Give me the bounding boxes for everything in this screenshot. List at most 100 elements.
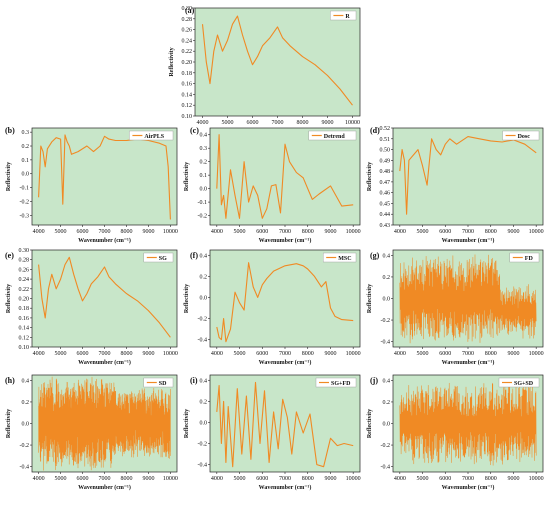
y-tick-label: -0.2 bbox=[20, 199, 30, 205]
x-tick-label: 10000 bbox=[163, 351, 178, 357]
y-tick-label: 0.28 bbox=[182, 17, 193, 23]
x-tick-label: 8000 bbox=[120, 476, 132, 482]
x-tick-label: 4000 bbox=[211, 351, 223, 357]
y-axis-title: Reflectivity bbox=[367, 162, 373, 191]
y-tick-label: -0.4 bbox=[20, 465, 30, 471]
x-tick-label: 4000 bbox=[394, 229, 406, 235]
x-tick-label: 8000 bbox=[302, 476, 314, 482]
x-tick-label: 10000 bbox=[346, 229, 361, 235]
legend-label: SG+FD bbox=[331, 381, 351, 387]
x-axis-title: Wavenumber (cm⁻¹) bbox=[442, 484, 495, 491]
y-tick-label: 0.2 bbox=[383, 275, 391, 281]
panel-label: (f) bbox=[190, 251, 198, 260]
y-tick-label: 0.49 bbox=[380, 158, 391, 164]
plot-frame bbox=[209, 374, 361, 473]
x-tick-label: 9000 bbox=[142, 229, 154, 235]
legend-box bbox=[315, 377, 357, 388]
y-tick-label: 0.47 bbox=[380, 180, 391, 186]
y-tick-label: 0.16 bbox=[19, 316, 30, 322]
legend-box bbox=[308, 130, 357, 141]
series-line bbox=[216, 381, 354, 468]
y-tick-label: 0.50 bbox=[380, 148, 391, 154]
panel-label: (i) bbox=[190, 376, 198, 385]
y-tick-label: 0.18 bbox=[19, 306, 30, 312]
x-tick-label: 9000 bbox=[507, 229, 519, 235]
y-tick-label: 0.4 bbox=[200, 133, 208, 139]
x-tick-label: 7000 bbox=[462, 476, 474, 482]
y-tick-label: -0.4 bbox=[381, 340, 391, 346]
plot-frame bbox=[392, 127, 544, 226]
legend-box bbox=[323, 252, 357, 263]
y-axis-title: Reflectivity bbox=[367, 409, 373, 438]
x-tick-label: 7000 bbox=[462, 229, 474, 235]
x-tick-label: 7000 bbox=[279, 476, 291, 482]
x-tick-label: 8000 bbox=[302, 351, 314, 357]
x-tick-label: 10000 bbox=[346, 476, 361, 482]
x-tick-label: 10000 bbox=[163, 476, 178, 482]
x-tick-label: 7000 bbox=[99, 476, 111, 482]
y-axis-title: Reflectivity bbox=[6, 162, 12, 191]
series-line bbox=[399, 254, 537, 344]
y-tick-label: -0.4 bbox=[198, 338, 208, 344]
chart-panel-d: (d) 4000 5000 6000 7000 8000 9000 10000 0.43 0.44… bbox=[367, 126, 544, 244]
plot-area bbox=[195, 8, 360, 116]
y-tick-label: 0.22 bbox=[19, 287, 30, 293]
y-tick-label: 0.2 bbox=[200, 160, 208, 166]
y-tick-label: 0.28 bbox=[19, 258, 30, 264]
y-tick-label: 0.22 bbox=[182, 49, 193, 55]
y-tick-label: 0.4 bbox=[22, 378, 30, 384]
y-tick-label: 0.2 bbox=[22, 400, 30, 406]
x-tick-label: 5000 bbox=[234, 229, 246, 235]
x-tick-label: 4000 bbox=[211, 229, 223, 235]
panel-label: (d) bbox=[370, 126, 380, 135]
legend-label: SG bbox=[159, 256, 167, 262]
x-tick-label: 5000 bbox=[55, 229, 67, 235]
y-tick-label: 0.12 bbox=[182, 103, 193, 109]
x-tick-label: 6000 bbox=[256, 351, 268, 357]
legend-box bbox=[129, 130, 174, 141]
chart-panel-e: (e) 4000 5000 6000 7000 8000 9000 10000 0.10 0.12… bbox=[5, 248, 178, 366]
y-tick-label: 0.10 bbox=[182, 114, 193, 120]
x-tick-label: 6000 bbox=[256, 476, 268, 482]
plot-frame bbox=[392, 249, 544, 348]
x-tick-label: 9000 bbox=[324, 351, 336, 357]
x-axis-title: Wavenumber (cm⁻¹) bbox=[78, 484, 131, 491]
x-tick-label: 7000 bbox=[279, 351, 291, 357]
chart-panel-f: (f) 4000 5000 6000 7000 8000 9000 10000 -0.4 -0.2… bbox=[184, 249, 361, 366]
legend-box bbox=[498, 377, 540, 388]
plot-frame bbox=[392, 374, 544, 473]
chart-panel-j: (j) 4000 5000 6000 7000 8000 9000 10000 -0.4 -0.2… bbox=[367, 374, 544, 491]
x-tick-label: 4000 bbox=[33, 476, 45, 482]
y-tick-label: -0.2 bbox=[381, 443, 391, 449]
y-tick-label: 0.4 bbox=[383, 253, 391, 259]
y-tick-label: 0.0 bbox=[383, 422, 391, 428]
x-axis-title: Wavenumber (cm⁻¹) bbox=[442, 237, 495, 244]
y-tick-label: 0.20 bbox=[182, 60, 193, 66]
x-axis-title: Wavenumber (cm⁻¹) bbox=[259, 484, 312, 491]
x-tick-label: 5000 bbox=[417, 351, 429, 357]
y-tick-label: -0.2 bbox=[381, 318, 391, 324]
y-axis-title: Reflectivity bbox=[184, 284, 190, 313]
y-tick-label: 0.30 bbox=[19, 248, 30, 254]
legend-label: FD bbox=[525, 256, 534, 262]
y-tick-label: 0.52 bbox=[380, 126, 391, 132]
y-axis-title: Reflectivity bbox=[367, 284, 373, 313]
x-tick-label: 9000 bbox=[142, 476, 154, 482]
x-tick-label: 7000 bbox=[99, 229, 111, 235]
y-tick-label: 0.0 bbox=[200, 420, 208, 426]
x-tick-label: 9000 bbox=[507, 351, 519, 357]
x-tick-label: 5000 bbox=[234, 351, 246, 357]
x-tick-label: 5000 bbox=[417, 476, 429, 482]
legend-box bbox=[502, 130, 540, 141]
legend-label: SD bbox=[159, 381, 167, 387]
y-axis-title: Reflectivity bbox=[6, 284, 12, 313]
y-tick-label: 0.12 bbox=[19, 335, 30, 341]
x-tick-label: 7000 bbox=[462, 351, 474, 357]
y-tick-label: -0.2 bbox=[20, 443, 30, 449]
x-axis-title: Wavenumber (cm⁻¹) bbox=[78, 359, 131, 366]
plot-frame bbox=[31, 374, 178, 473]
y-tick-label: 0.16 bbox=[182, 82, 193, 88]
chart-panel-b: (b) 4000 5000 6000 7000 8000 9000 10000 -0.3 -0.2… bbox=[5, 126, 178, 244]
legend-box bbox=[143, 252, 174, 263]
plot-area bbox=[32, 250, 177, 347]
